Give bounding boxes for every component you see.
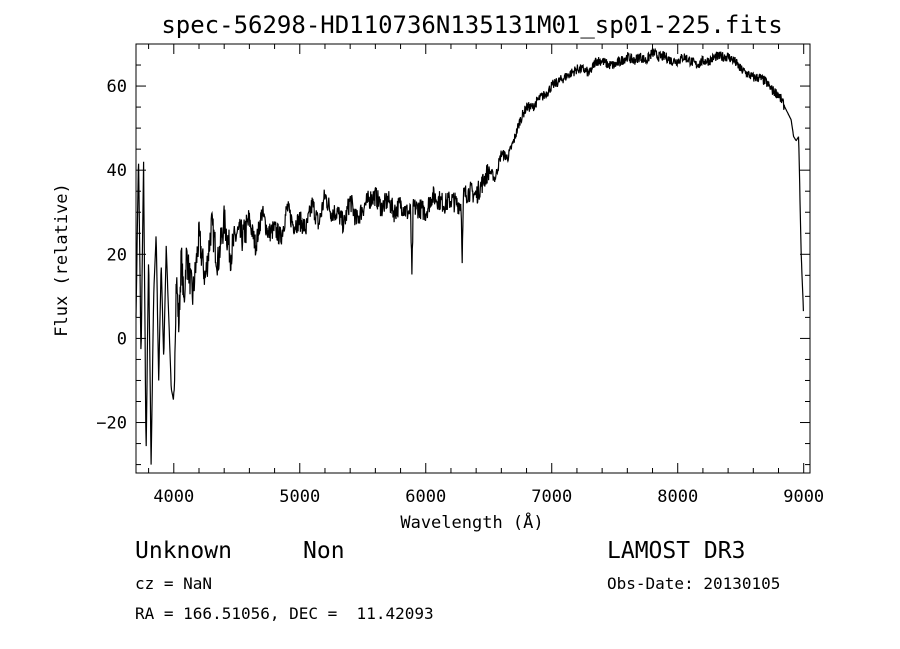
chart-title: spec-56298-HD110736N135131M01_sp01-225.f… bbox=[161, 11, 782, 39]
y-tick-label: 0 bbox=[117, 329, 127, 349]
plot-frame bbox=[135, 43, 811, 474]
x-tick-label: 4000 bbox=[153, 487, 194, 507]
x-tick-label: 6000 bbox=[405, 487, 446, 507]
x-tick-label: 5000 bbox=[279, 487, 320, 507]
y-axis-label: Flux (relative) bbox=[52, 183, 72, 337]
y-tick-label: 60 bbox=[107, 77, 127, 97]
y-tick-label: 20 bbox=[107, 245, 127, 265]
y-tick-labels: −20 0 20 40 60 bbox=[96, 77, 127, 433]
ra-dec-coordinates: RA = 166.51056, DEC = 11.42093 bbox=[135, 604, 434, 623]
observation-date: Obs-Date: 20130105 bbox=[607, 574, 781, 593]
spectrum-line bbox=[135, 47, 804, 465]
x-tick-label: 9000 bbox=[783, 487, 824, 507]
axis-ticks bbox=[136, 43, 810, 473]
y-tick-label: 40 bbox=[107, 161, 127, 181]
object-class: Unknown bbox=[135, 538, 232, 564]
object-subclass: Non bbox=[303, 538, 345, 564]
x-tick-labels: 4000 5000 6000 7000 8000 9000 bbox=[153, 487, 824, 507]
y-tick-label: −20 bbox=[96, 414, 127, 434]
x-tick-label: 8000 bbox=[657, 487, 698, 507]
data-release: LAMOST DR3 bbox=[607, 538, 746, 564]
redshift-cz: cz = NaN bbox=[135, 574, 213, 593]
x-axis-label: Wavelength (Å) bbox=[400, 511, 543, 533]
x-tick-label: 7000 bbox=[531, 487, 572, 507]
